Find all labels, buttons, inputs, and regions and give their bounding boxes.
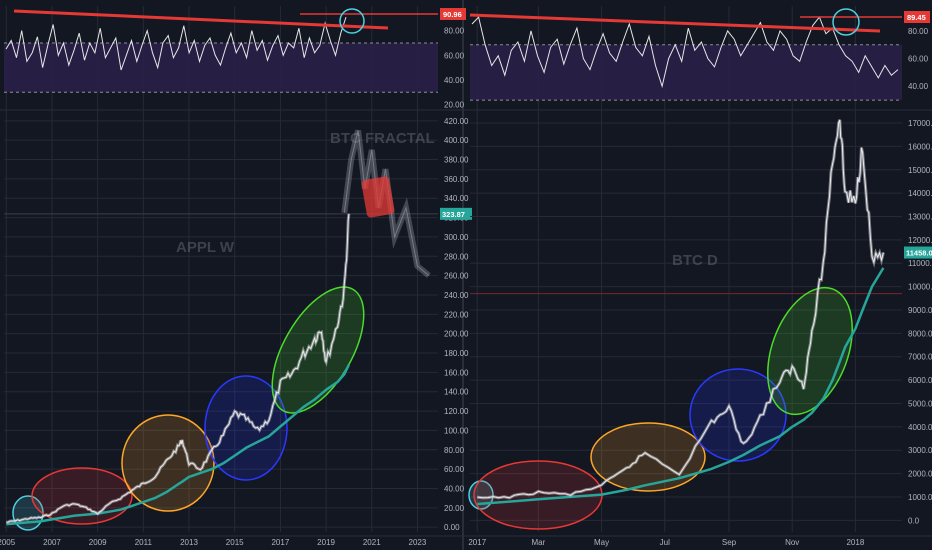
rsi-tick-label: 20.00 <box>444 101 465 110</box>
y-tick-label: 0.00 <box>444 523 460 532</box>
x-tick-label: Mar <box>531 538 545 547</box>
y-tick-label: 16000.0 <box>908 142 932 151</box>
y-tick-label: 8000.0 <box>908 329 932 338</box>
x-tick-label: May <box>594 538 609 547</box>
y-tick-label: 220.00 <box>444 310 469 319</box>
y-tick-label: 3000.0 <box>908 446 932 455</box>
y-tick-label: 14000.0 <box>908 189 932 198</box>
y-tick-label: 340.00 <box>444 194 469 203</box>
rsi-band <box>4 42 438 93</box>
rsi-tick-label: 40.00 <box>908 82 929 91</box>
y-tick-label: 6000.0 <box>908 376 932 385</box>
last-price-badge <box>904 246 932 259</box>
y-tick-label: 20.00 <box>444 504 465 513</box>
y-tick-label: 2000.0 <box>908 470 932 479</box>
rsi-tick-label: 60.00 <box>444 51 465 60</box>
y-tick-label: 13000.0 <box>908 212 932 221</box>
watermark-title: BTC D <box>672 252 718 269</box>
x-tick-label: 2009 <box>89 538 107 547</box>
y-tick-label: 180.00 <box>444 349 469 358</box>
x-tick-label: 2023 <box>409 538 427 547</box>
watermark-overlay-label: BTC FRACTAL <box>330 130 435 147</box>
price-chart-btc-daily: 0.0 1000.0 2000.0 3000.0 4000.0 5000.0 6000.0 7… <box>468 6 932 547</box>
y-tick-label: 40.00 <box>444 484 465 493</box>
y-tick-label: 360.00 <box>444 175 469 184</box>
rsi-tick-label: 80.00 <box>908 27 929 36</box>
rsi-resistance-trendline <box>13 9 389 30</box>
rsi-value-badge-label: 89.45 <box>907 13 926 22</box>
last-price-badge-label: 11458.0 <box>906 249 932 258</box>
y-tick-label: 60.00 <box>444 465 465 474</box>
y-tick-label: 7000.0 <box>908 353 932 362</box>
y-tick-label: 260.00 <box>444 272 469 281</box>
rsi-cyan-circle <box>832 8 860 36</box>
x-tick-label: 2007 <box>43 538 61 547</box>
y-tick-label: 120.00 <box>444 407 469 416</box>
rsi-panel-btc: 40.00 60.00 80.00 89.45 <box>469 8 930 101</box>
y-tick-label: 140.00 <box>444 388 469 397</box>
y-tick-label: 9000.0 <box>908 306 932 315</box>
y-tick-label: 12000.0 <box>908 236 932 245</box>
x-tick-label: 2019 <box>317 538 335 547</box>
blue-ellipse-annotation <box>204 375 288 481</box>
rsi-tick-label: 80.00 <box>444 27 465 36</box>
rsi-tick-label: 60.00 <box>908 55 929 64</box>
moving-average-line <box>477 267 885 506</box>
watermark-title: APPL W <box>176 239 235 256</box>
x-tick-label: 2017 <box>271 538 289 547</box>
y-tick-label: 17000.0 <box>908 119 932 128</box>
x-tick-label: 2011 <box>135 538 153 547</box>
rsi-cyan-circle <box>339 8 365 34</box>
y-tick-label: 0.0 <box>908 516 920 525</box>
x-tick-label: 2021 <box>363 538 381 547</box>
rsi-value-badge-label: 90.96 <box>443 10 462 19</box>
rsi-line <box>5 16 347 71</box>
price-chart-appl-weekly: 0.00 20.00 40.00 60.00 80.00 100.00 120.00 140.… <box>0 6 472 547</box>
x-tick-label: Nov <box>785 538 799 547</box>
rsi-band <box>470 44 902 101</box>
x-tick-label: Jul <box>660 538 670 547</box>
price-line <box>477 119 884 499</box>
x-tick-label: 2017 <box>468 538 486 547</box>
y-tick-label: 100.00 <box>444 426 469 435</box>
y-tick-label: 80.00 <box>444 446 465 455</box>
x-tick-label: 2005 <box>0 538 16 547</box>
price-line <box>6 213 350 523</box>
rsi-panel-appl: 20.00 40.00 60.00 80.00 90.96 <box>4 8 466 110</box>
y-tick-label: 160.00 <box>444 368 469 377</box>
blue-ellipse-annotation <box>689 368 787 462</box>
x-tick-label: Sep <box>722 538 737 547</box>
y-tick-label: 380.00 <box>444 156 469 165</box>
red-box-annotation <box>361 176 395 218</box>
x-tick-label: 2018 <box>846 538 864 547</box>
y-tick-label: 200.00 <box>444 330 469 339</box>
y-tick-label: 1000.0 <box>908 493 932 502</box>
last-price-badge-label: 323.87 <box>442 210 465 219</box>
y-tick-label: 300.00 <box>444 233 469 242</box>
x-tick-label: 2013 <box>180 538 198 547</box>
rsi-value-badge <box>440 8 466 20</box>
y-tick-label: 11000.0 <box>908 259 932 268</box>
x-tick-label: 2015 <box>226 538 244 547</box>
y-tick-label: 15000.0 <box>908 166 932 175</box>
rsi-resistance-trendline <box>469 13 881 33</box>
y-tick-label: 240.00 <box>444 291 469 300</box>
moving-average-line <box>6 364 351 526</box>
rsi-value-badge <box>904 11 930 23</box>
rsi-line <box>471 16 899 89</box>
y-tick-label: 5000.0 <box>908 399 932 408</box>
last-price-badge <box>440 207 472 220</box>
y-tick-label: 280.00 <box>444 252 469 261</box>
y-tick-label: 400.00 <box>444 136 469 145</box>
y-tick-label: 4000.0 <box>908 423 932 432</box>
rsi-tick-label: 40.00 <box>444 76 465 85</box>
y-tick-label: 420.00 <box>444 117 469 126</box>
orange-ellipse-annotation <box>121 414 215 512</box>
y-tick-label: 10000.0 <box>908 283 932 292</box>
